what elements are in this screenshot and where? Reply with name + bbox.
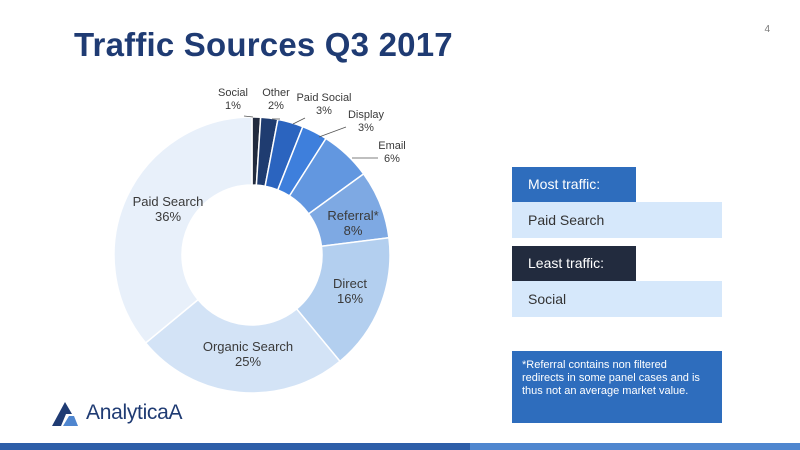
leader-line-display xyxy=(318,126,347,138)
least-traffic-label: Least traffic: xyxy=(512,246,636,281)
slice-label-organic-search: Organic Search xyxy=(203,339,293,354)
slice-organic-search xyxy=(144,298,342,394)
slice-label-paid-social: Paid Social xyxy=(296,92,351,104)
leader-line-paid-social xyxy=(292,117,306,125)
most-traffic-value: Paid Search xyxy=(512,202,722,238)
slice-label-paid-search: Paid Search xyxy=(133,194,204,209)
page-number: 4 xyxy=(764,24,770,35)
referral-footnote: *Referral contains non filtered redirect… xyxy=(512,351,722,423)
slice-label-referral: Referral* xyxy=(327,208,378,223)
slice-label-email: Email xyxy=(378,140,406,152)
slice-value-display: 3% xyxy=(358,122,374,134)
slice-value-paid-social: 3% xyxy=(316,105,332,117)
slice-value-organic-search: 25% xyxy=(235,354,261,369)
logo-text: AnalyticaA xyxy=(86,401,183,424)
slice-value-social: 1% xyxy=(225,100,241,112)
slice-value-email: 6% xyxy=(384,153,400,165)
slice-label-display: Display xyxy=(348,109,385,121)
slice-label-social: Social xyxy=(218,87,248,99)
slice-label-other: Other xyxy=(262,87,290,99)
slide-title: Traffic Sources Q3 2017 xyxy=(74,26,453,63)
most-traffic-label: Most traffic: xyxy=(512,167,636,202)
slice-value-referral: 8% xyxy=(344,223,363,238)
slice-value-other: 2% xyxy=(268,100,284,112)
slice-label-direct: Direct xyxy=(333,276,367,291)
company-logo: AnalyticaA xyxy=(52,400,183,426)
slice-paid-search xyxy=(113,116,253,345)
least-traffic-value: Social xyxy=(512,281,722,317)
slice-value-paid-search: 36% xyxy=(155,209,181,224)
leader-line-social xyxy=(243,115,254,118)
logo-mountain-icon xyxy=(52,402,78,426)
bottom-bar-accent xyxy=(470,443,800,450)
slice-value-direct: 16% xyxy=(337,291,363,306)
bottom-bar xyxy=(0,443,800,450)
